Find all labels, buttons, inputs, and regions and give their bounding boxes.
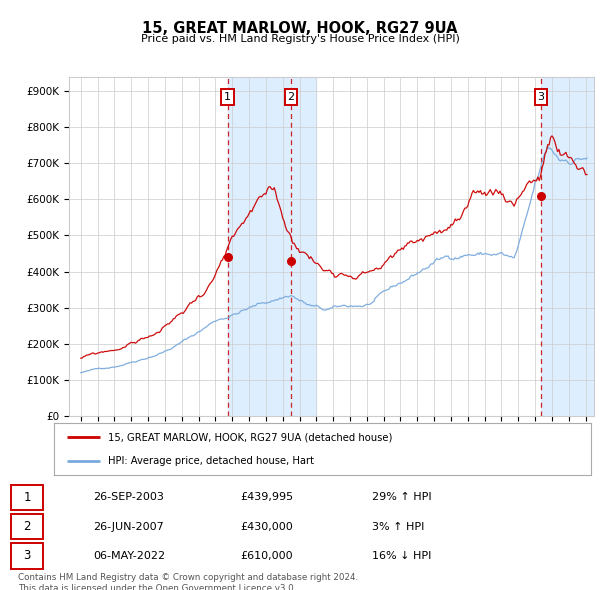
Text: 1: 1 (224, 92, 231, 102)
Bar (227, 77, 291, 416)
FancyBboxPatch shape (11, 514, 43, 539)
Text: 26-JUN-2007: 26-JUN-2007 (93, 522, 164, 532)
Text: 15, GREAT MARLOW, HOOK, RG27 9UA: 15, GREAT MARLOW, HOOK, RG27 9UA (142, 21, 458, 35)
Text: HPI: Average price, detached house, Hart: HPI: Average price, detached house, Hart (108, 456, 314, 466)
Bar (291, 77, 316, 416)
Text: 3: 3 (538, 92, 544, 102)
FancyBboxPatch shape (11, 543, 43, 569)
Text: 26-SEP-2003: 26-SEP-2003 (93, 492, 164, 502)
Text: £439,995: £439,995 (240, 492, 293, 502)
Text: £430,000: £430,000 (240, 522, 293, 532)
Text: Contains HM Land Registry data © Crown copyright and database right 2024.
This d: Contains HM Land Registry data © Crown c… (18, 573, 358, 590)
Text: 1: 1 (23, 491, 31, 504)
Bar (541, 77, 594, 416)
Text: 29% ↑ HPI: 29% ↑ HPI (372, 492, 431, 502)
Text: 3% ↑ HPI: 3% ↑ HPI (372, 522, 424, 532)
Text: 06-MAY-2022: 06-MAY-2022 (93, 551, 165, 561)
Text: Price paid vs. HM Land Registry's House Price Index (HPI): Price paid vs. HM Land Registry's House … (140, 34, 460, 44)
Text: 15, GREAT MARLOW, HOOK, RG27 9UA (detached house): 15, GREAT MARLOW, HOOK, RG27 9UA (detach… (108, 432, 392, 442)
Text: 2: 2 (287, 92, 295, 102)
Text: 3: 3 (23, 549, 31, 562)
Text: 2: 2 (23, 520, 31, 533)
Text: 16% ↓ HPI: 16% ↓ HPI (372, 551, 431, 561)
FancyBboxPatch shape (11, 484, 43, 510)
Text: £610,000: £610,000 (240, 551, 293, 561)
